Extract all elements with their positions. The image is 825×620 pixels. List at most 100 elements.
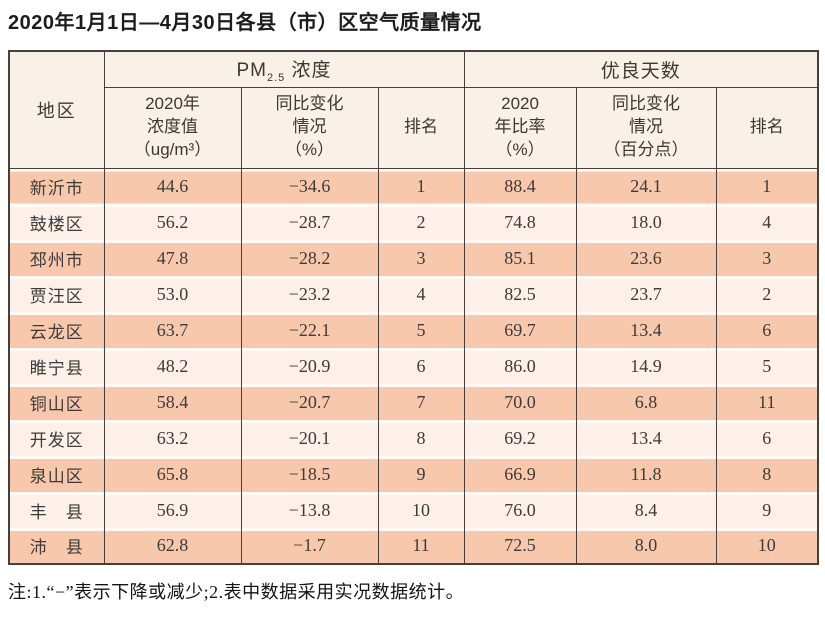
table-row: 铜山区 58.4 −20.7 7 70.0 6.8 11 (8, 384, 819, 420)
cell-ratio-rank: 6 (715, 420, 819, 456)
cell-pm-rank: 10 (377, 492, 465, 528)
table-row: 泉山区 65.8 −18.5 9 66.9 11.8 8 (8, 456, 819, 492)
cell-pm-change: −13.8 (240, 492, 379, 528)
cell-ratio-rank: 1 (715, 168, 819, 204)
table-row: 丰 县 56.9 −13.8 10 76.0 8.4 9 (8, 492, 819, 528)
cell-ratio-rank: 10 (715, 528, 819, 564)
cell-region: 铜山区 (8, 384, 105, 420)
table-row: 鼓楼区 56.2 −28.7 2 74.8 18.0 4 (8, 204, 819, 240)
cell-pm-change: −22.1 (240, 312, 379, 348)
cell-pm-rank: 4 (377, 276, 465, 312)
table-row: 沛 县 62.8 −1.7 11 72.5 8.0 10 (8, 528, 819, 564)
cell-pm-value: 65.8 (103, 456, 242, 492)
cell-region: 云龙区 (8, 312, 105, 348)
cell-region: 开发区 (8, 420, 105, 456)
column-group-pm25: PM2.5 浓度 (103, 50, 465, 88)
cell-ratio-rank: 2 (715, 276, 819, 312)
pm25-label-subscript: 2.5 (266, 71, 286, 84)
cell-ratio-rank: 9 (715, 492, 819, 528)
cell-pm-value: 53.0 (103, 276, 242, 312)
cell-pm-change: −1.7 (240, 528, 379, 564)
column-group-good-days: 优良天数 (463, 50, 819, 88)
cell-pm-value: 44.6 (103, 168, 242, 204)
cell-ratio-change: 8.0 (575, 528, 717, 564)
cell-region: 鼓楼区 (8, 204, 105, 240)
cell-ratio-change: 8.4 (575, 492, 717, 528)
header-group-row: 地区 PM2.5 浓度 优良天数 (8, 50, 819, 169)
footnote: 注:1.“−”表示下降或减少;2.表中数据采用实况数据统计。 (8, 582, 465, 602)
pm25-label-suffix: 浓度 (285, 59, 332, 81)
cell-ratio-change: 13.4 (575, 420, 717, 456)
cell-ratio: 66.9 (463, 456, 577, 492)
cell-ratio-change: 18.0 (575, 204, 717, 240)
cell-pm-change: −28.7 (240, 204, 379, 240)
cell-region: 丰 县 (8, 492, 105, 528)
column-header-ratio-change: 同比变化 情况 （百分点） (575, 86, 717, 169)
cell-pm-change: −34.6 (240, 168, 379, 204)
header-sub-row: 2020年 浓度值 （ug/m³） 同比变化 情况 （%） 排名 2020 年比… (9, 86, 819, 169)
cell-ratio: 86.0 (463, 348, 577, 384)
column-header-pm-rank: 排名 (377, 86, 465, 169)
column-header-ratio-rank: 排名 (715, 86, 819, 169)
cell-ratio-rank: 8 (715, 456, 819, 492)
cell-pm-value: 47.8 (103, 240, 242, 276)
cell-pm-change: −20.7 (240, 384, 379, 420)
cell-ratio: 74.8 (463, 204, 577, 240)
cell-pm-value: 58.4 (103, 384, 242, 420)
cell-pm-rank: 8 (377, 420, 465, 456)
cell-ratio-rank: 6 (715, 312, 819, 348)
cell-pm-rank: 1 (377, 168, 465, 204)
cell-pm-value: 56.2 (103, 204, 242, 240)
cell-region: 睢宁县 (8, 348, 105, 384)
cell-ratio-change: 13.4 (575, 312, 717, 348)
cell-ratio: 88.4 (463, 168, 577, 204)
cell-pm-change: −28.2 (240, 240, 379, 276)
cell-ratio: 69.2 (463, 420, 577, 456)
page-title: 2020年1月1日—4月30日各县（市）区空气质量情况 (8, 12, 482, 34)
table-row: 开发区 63.2 −20.1 8 69.2 13.4 6 (8, 420, 819, 456)
table-row: 贾汪区 53.0 −23.2 4 82.5 23.7 2 (8, 276, 819, 312)
cell-ratio: 82.5 (463, 276, 577, 312)
cell-pm-rank: 3 (377, 240, 465, 276)
cell-pm-rank: 6 (377, 348, 465, 384)
column-header-pm-change: 同比变化 情况 （%） (240, 86, 379, 169)
cell-region: 泉山区 (8, 456, 105, 492)
cell-pm-rank: 5 (377, 312, 465, 348)
cell-ratio-change: 14.9 (575, 348, 717, 384)
table-row: 云龙区 63.7 −22.1 5 69.7 13.4 6 (8, 312, 819, 348)
cell-ratio: 69.7 (463, 312, 577, 348)
air-quality-table: 地区 PM2.5 浓度 优良天数 2020年 浓度值 （ug/m³） 同比变化 … (8, 50, 820, 565)
cell-region: 贾汪区 (8, 276, 105, 312)
cell-pm-value: 62.8 (103, 528, 242, 564)
cell-ratio-rank: 5 (715, 348, 819, 384)
cell-pm-change: −20.9 (240, 348, 379, 384)
cell-pm-value: 48.2 (103, 348, 242, 384)
cell-ratio-change: 11.8 (575, 456, 717, 492)
cell-ratio: 70.0 (463, 384, 577, 420)
cell-ratio-rank: 3 (715, 240, 819, 276)
cell-pm-value: 63.2 (103, 420, 242, 456)
cell-ratio-rank: 4 (715, 204, 819, 240)
cell-region: 新沂市 (8, 168, 105, 204)
table-header: 地区 PM2.5 浓度 优良天数 2020年 浓度值 （ug/m³） 同比变化 … (8, 50, 819, 169)
column-header-ratio: 2020 年比率 （%） (463, 86, 577, 169)
cell-ratio-change: 6.8 (575, 384, 717, 420)
table-row: 邳州市 47.8 −28.2 3 85.1 23.6 3 (8, 240, 819, 276)
column-header-pm-value: 2020年 浓度值 （ug/m³） (103, 86, 242, 169)
cell-ratio-change: 24.1 (575, 168, 717, 204)
cell-ratio-change: 23.6 (575, 240, 717, 276)
cell-pm-rank: 9 (377, 456, 465, 492)
cell-region: 沛 县 (8, 528, 105, 564)
column-header-region: 地区 (8, 50, 105, 169)
table-row: 睢宁县 48.2 −20.9 6 86.0 14.9 5 (8, 348, 819, 384)
cell-ratio: 76.0 (463, 492, 577, 528)
cell-ratio-change: 23.7 (575, 276, 717, 312)
cell-pm-rank: 2 (377, 204, 465, 240)
cell-pm-value: 63.7 (103, 312, 242, 348)
cell-pm-rank: 11 (377, 528, 465, 564)
cell-pm-value: 56.9 (103, 492, 242, 528)
cell-ratio: 85.1 (463, 240, 577, 276)
cell-pm-change: −20.1 (240, 420, 379, 456)
cell-region: 邳州市 (8, 240, 105, 276)
